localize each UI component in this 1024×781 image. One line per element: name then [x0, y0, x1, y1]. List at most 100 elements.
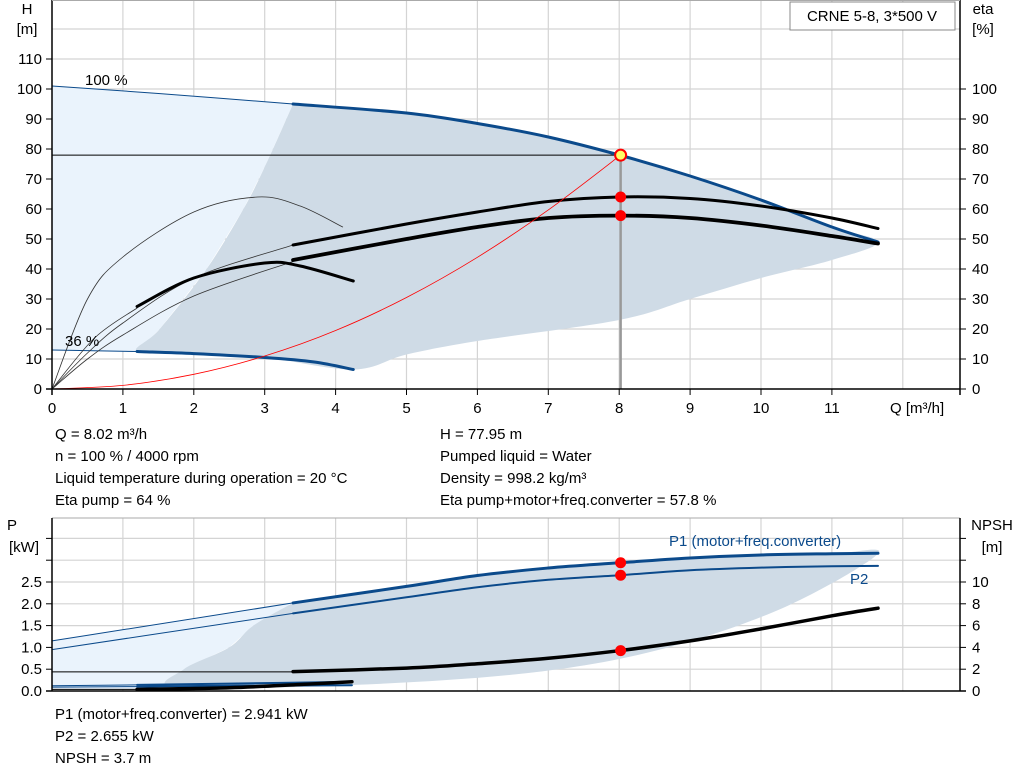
speed-label-100: 100 % [85, 72, 128, 89]
y-axis-label-p: P [7, 517, 17, 534]
operating-range-region [164, 549, 880, 689]
y2-tick-label: 2 [972, 661, 980, 678]
y-tick-label: 100 [17, 81, 42, 98]
duty-point-p2 [615, 569, 627, 581]
x-tick-label: 4 [331, 400, 339, 417]
info-npsh: NPSH = 3.7 m [55, 750, 151, 767]
y-axis-unit-h: [m] [17, 21, 38, 38]
curve-h-0-extended [51, 85, 294, 105]
y2-tick-label: 10 [972, 574, 989, 591]
duty-point-p1 [615, 557, 627, 569]
y2-tick-label: 90 [972, 111, 989, 128]
y2-axis-label-npsh: NPSH [971, 517, 1013, 534]
x-tick-label: 5 [402, 400, 410, 417]
y2-tick-label: 60 [972, 201, 989, 218]
x-tick-label: 11 [824, 400, 840, 417]
y-tick-label: 50 [25, 231, 42, 248]
y-tick-label: 10 [25, 351, 42, 368]
x-tick-label: 1 [119, 400, 127, 417]
y-tick-label: 1.5 [21, 618, 42, 635]
curve-p-4-extended [51, 686, 138, 688]
y-axis-unit-p: [kW] [9, 539, 39, 556]
y2-tick-label: 30 [972, 291, 989, 308]
curve-eta-5-extended [51, 307, 138, 390]
x-tick-label: 2 [190, 400, 198, 417]
y2-tick-label: 50 [972, 231, 989, 248]
top-regions [52, 86, 878, 370]
y2-tick-label: 20 [972, 321, 989, 338]
y-tick-label: 2.5 [21, 574, 42, 591]
info-eta-total: Eta pump+motor+freq.converter = 57.8 % [440, 492, 716, 509]
x-tick-label: 6 [473, 400, 481, 417]
legend-text: CRNE 5-8, 3*500 V [807, 8, 937, 25]
y2-tick-label: 8 [972, 596, 980, 613]
info-p2: P2 = 2.655 kW [55, 728, 155, 745]
y2-tick-label: 40 [972, 261, 989, 278]
info-p1: P1 (motor+freq.converter) = 2.941 kW [55, 706, 308, 723]
curve-p-4-operating-thin [136, 684, 353, 688]
y-tick-label: 80 [25, 141, 42, 158]
top-curves [51, 85, 880, 390]
duty-point-eta-total [615, 210, 627, 222]
x-tick-label: 9 [686, 400, 694, 417]
y2-tick-label: 10 [972, 351, 989, 368]
legend-box [789, 1, 956, 31]
operating-range-region [135, 104, 878, 370]
speed-label-36: 36 % [65, 333, 99, 350]
curve-eta-3-extended [51, 261, 294, 390]
curve-p-1-extended [51, 612, 294, 651]
y-tick-label: 110 [18, 51, 42, 68]
x-tick-label: 3 [261, 400, 269, 417]
y-tick-label: 2.0 [21, 596, 42, 613]
y2-tick-label: 0 [972, 683, 980, 700]
y-tick-label: 70 [25, 171, 42, 188]
extended-range-region [52, 602, 294, 690]
y-tick-label: 60 [25, 201, 42, 218]
x-tick-label: 7 [544, 400, 552, 417]
y2-tick-label: 80 [972, 141, 989, 158]
curve-p-0-extended [51, 602, 294, 642]
y-tick-label: 90 [25, 111, 42, 128]
y-tick-label: 30 [25, 291, 42, 308]
y2-tick-label: 100 [972, 81, 997, 98]
y2-axis-unit-eta: [%] [972, 21, 994, 38]
info-density: Density = 998.2 kg/m³ [440, 470, 586, 487]
y-tick-label: 0.0 [21, 683, 42, 700]
info-liquid: Pumped liquid = Water [440, 448, 592, 465]
duty-point-eta-pump [615, 191, 627, 203]
series-label-p1: P1 (motor+freq.converter) [669, 533, 841, 550]
info-temperature: Liquid temperature during operation = 20… [55, 470, 348, 487]
y-tick-label: 40 [25, 261, 42, 278]
y2-tick-label: 0 [972, 381, 980, 398]
x-tick-label: 0 [48, 400, 56, 417]
duty-point-npsh [615, 645, 627, 657]
bottom-curves [51, 551, 880, 692]
extended-range-region [52, 86, 294, 352]
curve-eta-5-operating [135, 260, 355, 308]
curve-p-3-extended [51, 684, 138, 687]
info-speed: n = 100 % / 4000 rpm [55, 448, 199, 465]
y2-axis-unit-npsh: [m] [982, 539, 1003, 556]
curve-eta-2-extended [51, 244, 294, 390]
info-q: Q = 8.02 m³/h [55, 426, 147, 443]
curve-h-6-system [51, 154, 621, 390]
x-tick-label: 8 [615, 400, 623, 417]
y-tick-label: 20 [25, 321, 42, 338]
y-axis-label-h: H [22, 1, 33, 18]
y-tick-label: 1.0 [21, 639, 42, 656]
info-eta-pump: Eta pump = 64 % [55, 492, 171, 509]
y2-tick-label: 70 [972, 171, 989, 188]
duty-point-head [614, 148, 628, 162]
y2-tick-label: 6 [972, 618, 980, 635]
curve-eta-4-extended [51, 196, 344, 390]
curve-h-1-operating [135, 350, 355, 371]
x-tick-label: 10 [753, 400, 770, 417]
x-axis-label: Q [m³/h] [890, 400, 944, 417]
y-tick-label: 0.5 [21, 661, 42, 678]
top-axes: 0102030405060708090100110010203040506070… [17, 0, 997, 417]
bottom-axes: 0.0 0.5 1.0 1.5 2.0 2.5 0 2 4 6 8 10 [21, 517, 989, 700]
y2-axis-label-eta: eta [973, 1, 995, 18]
y-tick-label: 0 [34, 381, 42, 398]
bottom-regions [52, 549, 880, 690]
